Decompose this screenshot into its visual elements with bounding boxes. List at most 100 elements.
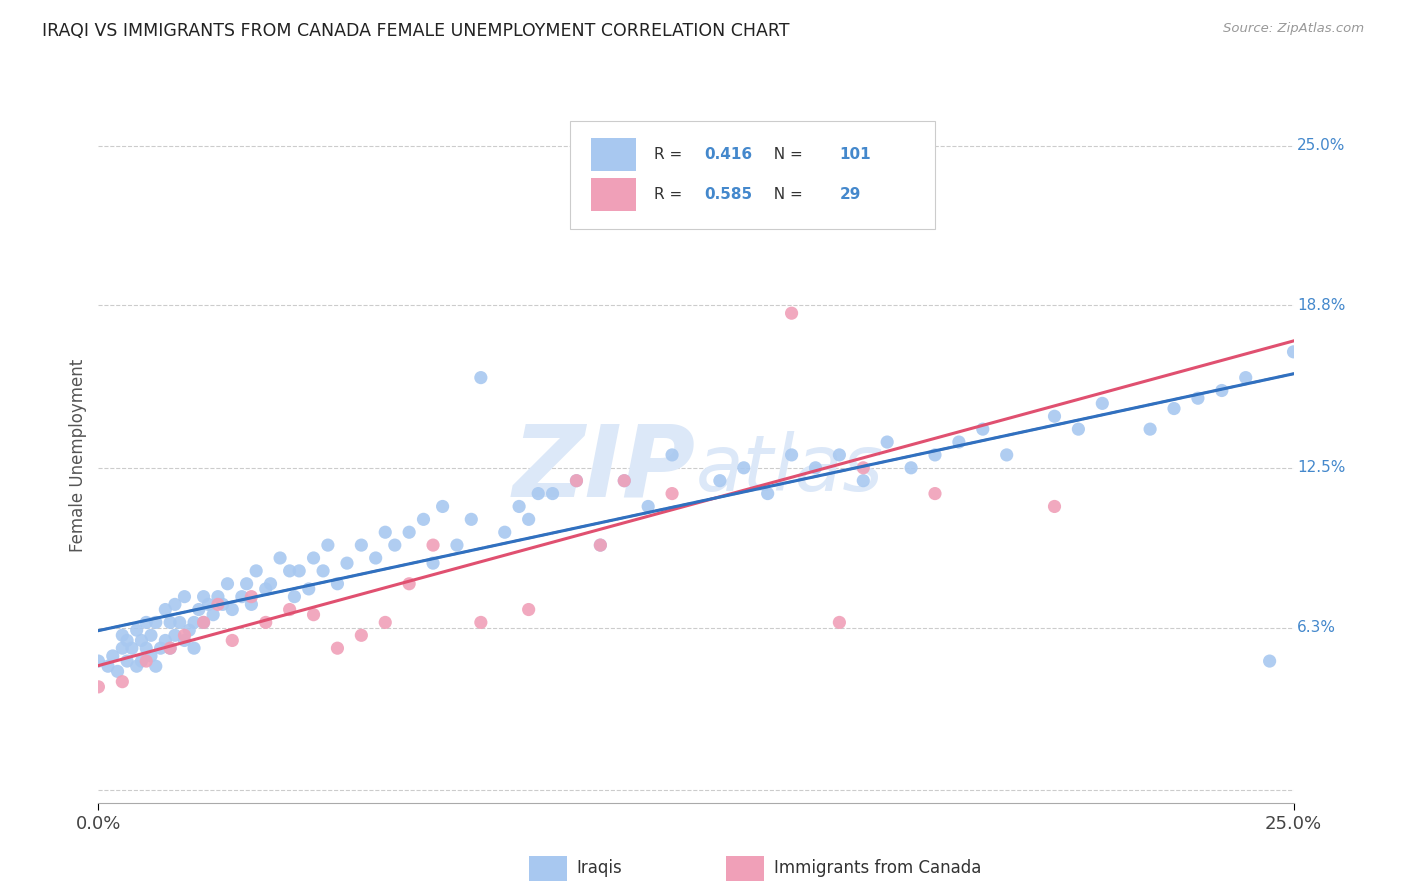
Point (972, 422, 994, 436)
Point (1091, 396, 1114, 410)
Point (948, 435, 970, 450)
Point (111, 641, 134, 656)
Y-axis label: Female Unemployment: Female Unemployment (69, 359, 87, 551)
Point (163, 628, 186, 642)
Point (278, 564, 301, 578)
Text: N =: N = (763, 147, 807, 161)
Point (288, 564, 311, 578)
Point (173, 633, 195, 648)
Point (173, 628, 195, 642)
Point (350, 628, 373, 642)
Text: 25.0%: 25.0% (1298, 138, 1346, 153)
Point (1187, 391, 1209, 405)
Point (159, 615, 181, 630)
Point (852, 474, 875, 488)
Point (350, 538, 373, 552)
Point (780, 448, 803, 462)
Point (733, 460, 755, 475)
Point (97, 659, 120, 673)
Point (221, 602, 243, 616)
Point (661, 448, 683, 462)
Point (422, 556, 444, 570)
Bar (725, 855, 763, 880)
Point (565, 474, 588, 488)
Text: 101: 101 (839, 147, 870, 161)
Point (374, 525, 396, 540)
Point (221, 633, 243, 648)
Point (312, 564, 335, 578)
Point (900, 460, 922, 475)
Point (828, 615, 851, 630)
Point (326, 641, 349, 656)
Point (1234, 370, 1257, 384)
Point (432, 500, 454, 514)
Point (398, 576, 420, 591)
Point (517, 602, 540, 616)
Point (613, 474, 636, 488)
Point (179, 623, 201, 637)
Point (145, 615, 167, 630)
Point (155, 602, 177, 616)
Point (139, 628, 162, 642)
Point (1043, 409, 1066, 424)
Point (517, 512, 540, 526)
Point (121, 641, 143, 656)
Point (924, 486, 946, 500)
Point (780, 306, 803, 320)
Point (231, 590, 253, 604)
Point (637, 500, 659, 514)
Point (508, 500, 530, 514)
Point (828, 448, 851, 462)
Point (87, 680, 110, 694)
Point (159, 641, 181, 656)
Point (155, 633, 177, 648)
Point (107, 665, 129, 679)
Point (211, 598, 233, 612)
Text: R =: R = (654, 147, 688, 161)
Point (1282, 344, 1305, 359)
Bar (591, 137, 636, 171)
Point (169, 615, 191, 630)
Point (876, 435, 898, 450)
Point (197, 598, 219, 612)
Bar (529, 855, 567, 880)
Point (163, 598, 186, 612)
Point (101, 648, 124, 663)
Point (326, 576, 349, 591)
Point (202, 607, 225, 622)
Point (446, 538, 468, 552)
Point (527, 486, 550, 500)
Point (111, 628, 134, 642)
Point (1258, 654, 1281, 668)
Point (235, 576, 257, 591)
Text: atlas: atlas (696, 431, 884, 507)
Point (183, 641, 205, 656)
Point (661, 486, 683, 500)
Text: 0.585: 0.585 (704, 187, 752, 202)
Point (254, 582, 277, 596)
Bar (591, 178, 636, 211)
FancyBboxPatch shape (571, 121, 935, 229)
Point (183, 615, 205, 630)
Text: 0.416: 0.416 (704, 147, 752, 161)
Point (364, 551, 387, 566)
Point (125, 623, 148, 637)
Point (613, 474, 636, 488)
Point (245, 564, 267, 578)
Point (1211, 384, 1233, 398)
Text: R =: R = (654, 187, 688, 202)
Point (193, 615, 215, 630)
Text: IRAQI VS IMMIGRANTS FROM CANADA FEMALE UNEMPLOYMENT CORRELATION CHART: IRAQI VS IMMIGRANTS FROM CANADA FEMALE U… (42, 22, 790, 40)
Point (207, 590, 229, 604)
Point (1043, 500, 1066, 514)
Point (589, 538, 612, 552)
Point (1067, 422, 1090, 436)
Point (852, 460, 875, 475)
Point (111, 674, 134, 689)
Point (316, 538, 339, 552)
Text: 12.5%: 12.5% (1298, 460, 1346, 475)
Point (412, 512, 434, 526)
Point (924, 448, 946, 462)
Point (240, 590, 263, 604)
Point (302, 551, 325, 566)
